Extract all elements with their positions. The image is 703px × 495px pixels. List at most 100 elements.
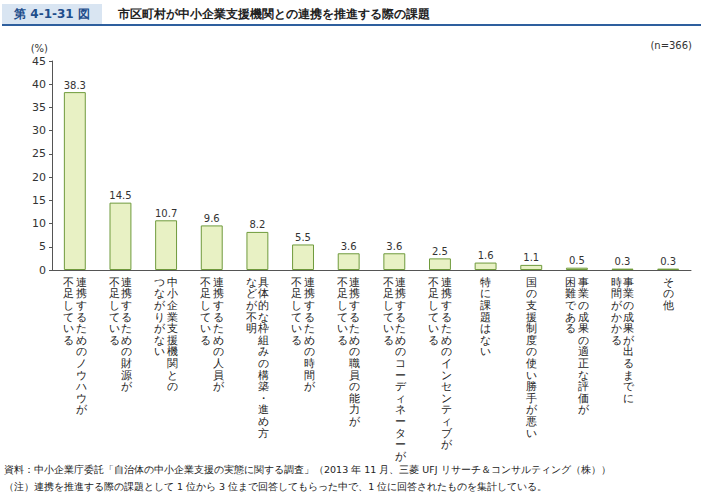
svg-text:小: 小 [167,287,178,299]
svg-text:イ: イ [441,357,452,369]
svg-text:の: の [526,287,537,299]
svg-text:し: し [428,299,439,311]
svg-text:国: 国 [526,276,537,288]
svg-text:め: め [441,334,452,346]
svg-text:て: て [200,311,211,323]
svg-text:員: 員 [213,369,224,381]
svg-text:た: た [213,322,224,334]
svg-text:10.7: 10.7 [155,208,177,219]
svg-text:ー: ー [395,369,406,381]
svg-text:携: 携 [304,287,315,299]
svg-text:体: 体 [258,287,269,299]
svg-text:支: 支 [526,299,537,311]
svg-text:か: か [611,322,622,334]
svg-text:財: 財 [121,357,132,369]
svg-text:デ: デ [395,380,407,392]
svg-text:難: 難 [565,287,576,299]
svg-text:な: な [480,334,491,346]
svg-text:る: る [441,311,452,323]
svg-text:り: り [154,311,165,323]
svg-text:な: な [154,334,165,346]
svg-text:ま: ま [623,369,634,381]
svg-text:た: た [349,322,360,334]
svg-text:し: し [383,299,394,311]
svg-text:で: で [623,380,635,392]
svg-text:不: 不 [383,276,394,288]
svg-text:的: 的 [258,299,269,311]
svg-text:築: 築 [258,380,269,392]
svg-text:手: 手 [526,392,537,404]
svg-text:る: る [291,334,302,346]
svg-text:業: 業 [623,287,634,299]
svg-text:人: 人 [213,357,224,369]
svg-text:評: 評 [578,380,589,392]
svg-text:携: 携 [395,287,406,299]
svg-text:い: い [154,345,165,357]
svg-text:事: 事 [623,276,634,288]
svg-text:し: し [337,299,348,311]
svg-text:が: が [121,380,133,392]
svg-text:9.6: 9.6 [204,213,220,224]
svg-text:ブ: ブ [441,427,453,439]
svg-text:2.5: 2.5 [432,246,448,257]
svg-text:に: に [623,392,634,404]
svg-text:3.6: 3.6 [341,241,357,252]
svg-text:セ: セ [441,380,452,392]
svg-text:第 4-1-31 図: 第 4-1-31 図 [13,7,90,21]
svg-text:の: の [167,380,178,392]
svg-text:使: 使 [526,357,537,369]
svg-text:明: 明 [246,322,257,334]
svg-text:め: め [76,334,87,346]
svg-text:る: る [200,334,211,346]
svg-text:め: め [121,334,132,346]
svg-text:価: 価 [578,392,589,404]
svg-text:不: 不 [428,276,439,288]
svg-text:連: 連 [395,276,406,288]
svg-text:の: の [526,345,537,357]
svg-text:め: め [258,415,269,427]
svg-text:い: い [63,322,74,334]
svg-text:し: し [63,299,74,311]
svg-text:る: る [428,334,439,346]
svg-text:1.1: 1.1 [523,252,539,263]
svg-text:携: 携 [213,287,224,299]
svg-text:足: 足 [200,287,211,299]
svg-text:具: 具 [258,276,269,288]
svg-text:連: 連 [213,276,224,288]
svg-text:る: る [304,311,315,323]
svg-text:果: 果 [623,322,634,334]
svg-text:制: 制 [526,322,537,334]
svg-text:め: め [213,334,224,346]
svg-text:枠: 枠 [257,322,269,334]
svg-text:い: い [526,369,537,381]
svg-text:の: の [258,357,269,369]
svg-text:5: 5 [39,240,46,253]
svg-text:連: 連 [121,276,132,288]
svg-text:能: 能 [349,392,360,404]
svg-text:が: が [154,299,166,311]
svg-text:不: 不 [109,276,120,288]
svg-text:3.6: 3.6 [386,241,402,252]
svg-text:40: 40 [32,78,46,91]
svg-text:い: い [383,322,394,334]
svg-text:ン: ン [441,392,452,404]
svg-text:が: が [246,299,258,311]
svg-text:15: 15 [32,194,46,207]
svg-text:め: め [304,334,315,346]
svg-text:方: 方 [258,427,269,439]
svg-text:な: な [578,369,589,381]
svg-text:35: 35 [32,101,46,114]
svg-text:10: 10 [32,217,46,230]
svg-text:8.2: 8.2 [249,219,265,230]
svg-text:(n=366): (n=366) [650,40,692,51]
svg-text:業: 業 [167,311,178,323]
svg-text:と: と [167,369,178,381]
svg-text:0.3: 0.3 [615,256,631,267]
svg-text:不: 不 [291,276,302,288]
svg-text:悪: 悪 [525,415,537,427]
svg-text:か: か [611,311,622,323]
svg-text:果: 果 [578,322,589,334]
svg-text:0: 0 [39,264,46,277]
svg-text:携: 携 [441,287,452,299]
svg-text:45: 45 [32,55,46,68]
